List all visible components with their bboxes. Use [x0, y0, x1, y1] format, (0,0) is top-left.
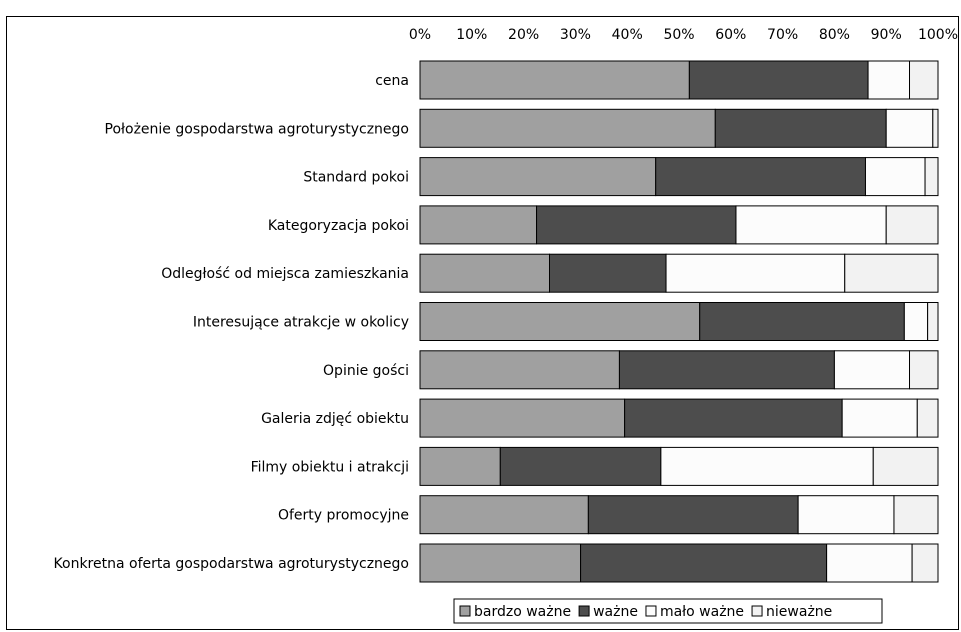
- bar-segment: [419, 157, 657, 197]
- bar-segment: [909, 350, 939, 390]
- bar-segment: [699, 302, 905, 341]
- x-tick-label: 60%: [715, 27, 746, 43]
- bar-segment: [419, 302, 701, 341]
- bar-segment: [618, 350, 835, 390]
- legend: bardzo ważne ważne mało ważne nieważne: [453, 598, 883, 624]
- bar-segment: [419, 350, 620, 390]
- legend-label: mało ważne: [660, 604, 744, 620]
- legend-box: [453, 598, 883, 624]
- bar-segment: [419, 60, 690, 100]
- bar-segment: [587, 495, 799, 535]
- category-labels: cena Położenie gospodarstwa agroturystycz…: [54, 73, 409, 572]
- legend-label: bardzo ważne: [474, 604, 571, 620]
- bar-segment: [624, 398, 843, 438]
- x-tick-label: 70%: [767, 27, 798, 43]
- bar-segment: [714, 108, 887, 148]
- x-tick-label: 80%: [819, 27, 850, 43]
- category-label: Opinie gości: [323, 363, 409, 379]
- bar-segment: [872, 446, 939, 486]
- bar-segment: [660, 446, 874, 486]
- bar-segments: [419, 60, 939, 583]
- bar-segment: [893, 495, 939, 535]
- x-tick-label: 10%: [456, 27, 487, 43]
- legend-swatch: [459, 605, 471, 617]
- x-axis-ticks: 0% 10% 20% 30% 40% 50% 60% 70% 80% 90% 100%: [409, 27, 958, 43]
- x-tick-label: 90%: [871, 27, 902, 43]
- category-label: Odległość od miejsca zamieszkania: [161, 266, 409, 282]
- bar-segment: [419, 543, 582, 583]
- category-label: Kategoryzacja pokoi: [268, 218, 409, 234]
- legend-label: ważne: [593, 604, 638, 620]
- x-tick-label: 20%: [508, 27, 539, 43]
- bar-segment: [841, 398, 918, 438]
- bar-segment: [867, 60, 911, 100]
- bar-segment: [826, 543, 913, 583]
- bar-segment: [419, 495, 589, 535]
- bar-segment: [549, 253, 667, 293]
- bar-segment: [536, 205, 737, 245]
- category-label: Standard pokoi: [303, 170, 409, 186]
- bar-segment: [927, 302, 939, 341]
- bar-segment: [885, 205, 939, 245]
- category-label: Galeria zdjęć obiektu: [261, 411, 409, 427]
- legend-label: nieważne: [766, 604, 832, 620]
- bar-segment: [419, 205, 538, 245]
- legend-swatch: [751, 605, 763, 617]
- bar-segment: [903, 302, 929, 341]
- bar-segment: [655, 157, 866, 197]
- bar-segment: [844, 253, 939, 293]
- bar-segment: [924, 157, 939, 197]
- bar-segment: [909, 60, 939, 100]
- bar-segment: [419, 108, 716, 148]
- bar-segment: [932, 108, 939, 148]
- bar-segment: [419, 253, 550, 293]
- bar-segment: [499, 446, 662, 486]
- category-label: Oferty promocyjne: [278, 508, 409, 524]
- bar-segment: [419, 446, 501, 486]
- stacked-bar-chart: 0% 10% 20% 30% 40% 50% 60% 70% 80% 90% 100% cena Po…: [54, 27, 958, 624]
- bar-segment: [797, 495, 895, 535]
- bar-segment: [688, 60, 869, 100]
- bar-segment: [580, 543, 828, 583]
- chart-frame: 0% 10% 20% 30% 40% 50% 60% 70% 80% 90% 100% cena Po…: [6, 16, 959, 630]
- bar-segment: [864, 157, 926, 197]
- x-tick-label: 30%: [560, 27, 591, 43]
- x-tick-label: 40%: [612, 27, 643, 43]
- x-tick-label: 50%: [663, 27, 694, 43]
- bar-segment: [665, 253, 846, 293]
- bar-segment: [911, 543, 939, 583]
- bar-segment: [833, 350, 911, 390]
- category-label: Interesujące atrakcje w okolicy: [193, 315, 409, 331]
- legend-swatch: [578, 605, 590, 617]
- bar-segment: [419, 398, 626, 438]
- category-label: Konkretna oferta gospodarstwa agroturyst…: [54, 556, 409, 572]
- category-label: Filmy obiektu i atrakcji: [251, 459, 409, 475]
- bar-segment: [735, 205, 887, 245]
- legend-swatch: [645, 605, 657, 617]
- category-label: cena: [375, 73, 409, 89]
- category-label: Położenie gospodarstwa agroturystycznego: [105, 121, 409, 137]
- bar-segment: [885, 108, 934, 148]
- x-tick-label: 0%: [409, 27, 431, 43]
- bar-segment: [916, 398, 939, 438]
- x-tick-label: 100%: [918, 27, 958, 43]
